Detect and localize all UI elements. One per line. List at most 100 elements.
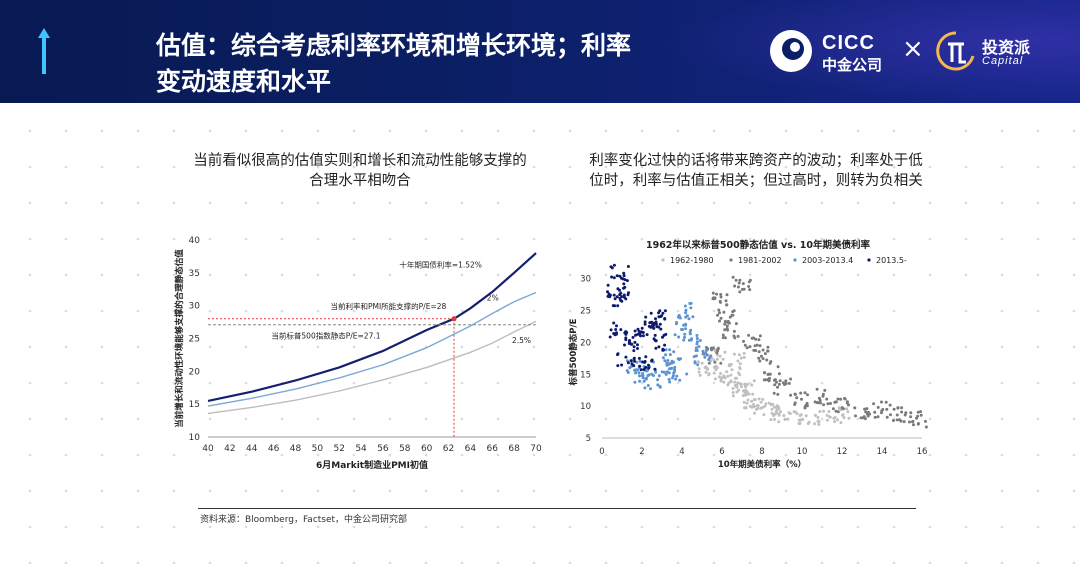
data-point: [735, 385, 739, 389]
data-point: [668, 380, 672, 384]
y-tick-label: 20: [580, 338, 591, 348]
data-point: [612, 276, 616, 280]
series-points-2: [701, 275, 928, 429]
data-point: [826, 402, 830, 406]
data-point: [847, 416, 851, 420]
data-point: [731, 391, 735, 394]
data-point: [612, 321, 616, 325]
data-point: [718, 354, 722, 358]
data-point: [695, 337, 699, 340]
data-point: [649, 311, 653, 315]
y-axis-title: 标普500静态P/E: [568, 318, 579, 386]
data-point: [659, 327, 663, 331]
right-caption-line-1: 利率变化过快的话将带来跨资产的波动；利率处于低: [589, 153, 923, 169]
annotation-label-pe271: 当前标普500指数静态P/E=27.1: [271, 331, 380, 341]
data-point: [633, 368, 637, 372]
data-point: [623, 343, 626, 347]
data-point: [668, 353, 672, 357]
data-point: [784, 382, 788, 386]
x-tick-label: 58: [399, 444, 411, 454]
data-point: [924, 419, 927, 423]
data-point: [817, 396, 821, 400]
data-point: [673, 333, 677, 337]
data-point: [698, 373, 702, 377]
cicc-logo-text: CICC: [822, 32, 875, 54]
data-point: [715, 292, 719, 296]
pmi-pe-line-chart: 40 42 44 46 48 50 52 54 56 58 60 62 64 66 68 70 10 15 20 25…: [174, 236, 542, 471]
data-point: [798, 422, 802, 425]
data-point: [799, 391, 803, 395]
data-point: [626, 265, 630, 268]
data-point: [704, 370, 708, 374]
left-caption-line-1: 当前看似很高的估值实则和增长和流动性能够支撑的: [193, 153, 527, 169]
x-tick-label: 60: [421, 444, 433, 454]
data-point: [784, 379, 788, 383]
data-point: [641, 372, 645, 375]
data-point: [641, 331, 645, 334]
data-point: [615, 274, 619, 278]
data-point: [718, 299, 722, 303]
data-point: [821, 392, 825, 396]
data-point: [880, 411, 883, 415]
data-point: [754, 337, 758, 341]
data-point: [859, 416, 863, 420]
data-point: [653, 367, 657, 371]
data-point: [624, 297, 628, 301]
data-point: [627, 291, 630, 295]
data-point: [900, 406, 904, 410]
data-point: [816, 416, 820, 419]
data-point: [626, 361, 630, 365]
data-point: [712, 365, 716, 369]
data-point: [731, 275, 735, 279]
data-point: [819, 401, 822, 405]
data-point: [719, 316, 723, 320]
data-point: [742, 287, 746, 291]
y-tick-label: 10: [580, 402, 591, 412]
data-point: [800, 397, 803, 401]
data-point: [608, 293, 612, 297]
data-point: [640, 326, 644, 330]
data-point: [663, 343, 667, 347]
data-point: [748, 404, 752, 408]
data-point: [652, 323, 656, 327]
data-point: [725, 370, 729, 374]
data-point: [884, 400, 888, 404]
data-point: [638, 374, 641, 378]
data-point: [684, 323, 688, 327]
data-point: [613, 304, 617, 308]
data-point: [919, 410, 923, 414]
data-point: [707, 372, 711, 376]
left-caption-line-2: 合理水平相吻合: [309, 173, 411, 189]
data-point: [726, 328, 730, 332]
data-point: [736, 285, 740, 289]
data-point: [804, 403, 808, 407]
data-point: [752, 403, 755, 406]
data-point: [606, 290, 609, 294]
data-point: [678, 378, 682, 382]
legend-label-4: 2013.5-: [876, 256, 907, 265]
y-tick-label: 30: [580, 275, 591, 285]
x-tick-label: 52: [333, 444, 344, 454]
data-point: [677, 335, 681, 339]
data-point: [761, 348, 765, 352]
x-tick-label: 40: [202, 444, 214, 454]
data-point: [637, 330, 641, 333]
data-point: [728, 315, 732, 319]
data-point: [697, 345, 701, 349]
data-point: [817, 420, 821, 424]
data-point: [736, 359, 740, 363]
data-point: [762, 413, 766, 417]
data-point: [613, 297, 617, 301]
data-point: [663, 359, 667, 363]
data-point: [668, 348, 672, 352]
data-point: [641, 334, 645, 338]
data-point: [687, 338, 691, 342]
data-point: [909, 411, 913, 415]
data-point: [719, 379, 723, 383]
data-point: [644, 355, 648, 359]
data-point: [743, 343, 747, 347]
data-point: [682, 338, 686, 342]
data-point: [854, 414, 857, 418]
data-point: [843, 397, 847, 401]
data-point: [779, 410, 782, 414]
